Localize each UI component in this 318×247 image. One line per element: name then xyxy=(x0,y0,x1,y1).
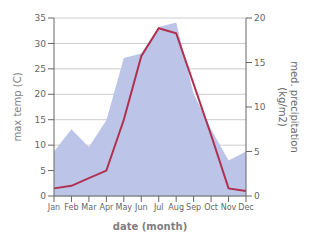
svg-text:Jun: Jun xyxy=(134,203,148,212)
svg-text:35: 35 xyxy=(35,13,46,23)
svg-text:10: 10 xyxy=(254,102,266,112)
svg-text:15: 15 xyxy=(254,58,265,68)
svg-text:20: 20 xyxy=(35,89,47,99)
svg-text:0: 0 xyxy=(40,191,46,201)
svg-text:Jan: Jan xyxy=(47,203,60,212)
svg-text:10: 10 xyxy=(35,140,47,150)
svg-text:med. precipitation(kg/m2): med. precipitation(kg/m2) xyxy=(277,61,300,153)
svg-text:5: 5 xyxy=(40,166,46,176)
svg-text:May: May xyxy=(116,203,133,212)
svg-text:0: 0 xyxy=(254,191,260,201)
svg-text:Oct: Oct xyxy=(204,203,218,212)
svg-text:date (month): date (month) xyxy=(113,221,187,232)
svg-text:Mar: Mar xyxy=(81,203,97,212)
svg-text:Feb: Feb xyxy=(64,203,78,212)
svg-text:5: 5 xyxy=(254,147,260,157)
svg-text:30: 30 xyxy=(35,39,47,49)
svg-text:Dec: Dec xyxy=(238,203,253,212)
svg-text:15: 15 xyxy=(35,115,46,125)
svg-text:Sep: Sep xyxy=(186,203,201,212)
svg-text:Aug: Aug xyxy=(168,203,184,212)
svg-text:20: 20 xyxy=(254,13,266,23)
svg-text:Jul: Jul xyxy=(153,203,164,212)
svg-text:25: 25 xyxy=(35,64,46,74)
svg-text:max temp (C): max temp (C) xyxy=(12,72,23,141)
svg-text:Apr: Apr xyxy=(99,203,114,212)
svg-text:Nov: Nov xyxy=(221,203,237,212)
